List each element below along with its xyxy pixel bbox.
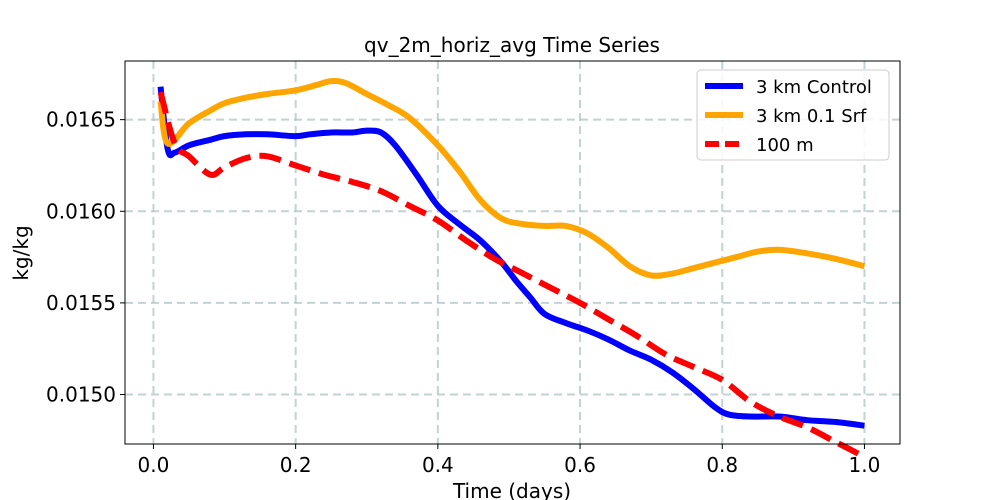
x-tick-label: 0.4 (422, 453, 454, 477)
series-line-3 (157, 91, 866, 460)
x-tick-label: 0.6 (564, 453, 596, 477)
x-tick-label: 1.0 (849, 453, 881, 477)
legend-label: 3 km Control (756, 77, 872, 98)
y-tick-label: 0.0165 (46, 108, 116, 132)
x-tick-label: 0.2 (280, 453, 312, 477)
x-axis: 0.0 0.2 0.4 0.6 0.8 1.0 (138, 444, 881, 477)
y-axis: 0.0150 0.0155 0.0160 0.0165 (46, 108, 125, 407)
series-line-1 (157, 86, 865, 429)
legend-box (696, 69, 890, 161)
legend-label: 3 km 0.1 Srf (756, 106, 867, 127)
x-axis-label: Time (days) (452, 479, 571, 500)
legend: 3 km Control 3 km 0.1 Srf 100 m (696, 69, 890, 161)
series-lines (157, 78, 866, 460)
series-line-2 (157, 78, 866, 279)
plot-area-frame (124, 60, 901, 445)
x-tick-label: 0.0 (138, 453, 170, 477)
y-axis-label: kg/kg (9, 225, 33, 280)
x-tick-label: 0.8 (706, 453, 738, 477)
y-tick-label: 0.0150 (46, 383, 116, 407)
y-tick-label: 0.0160 (46, 199, 116, 223)
legend-label: 100 m (756, 135, 814, 156)
chart-title: qv_2m_horiz_avg Time Series (364, 33, 660, 57)
y-tick-label: 0.0155 (46, 291, 116, 315)
